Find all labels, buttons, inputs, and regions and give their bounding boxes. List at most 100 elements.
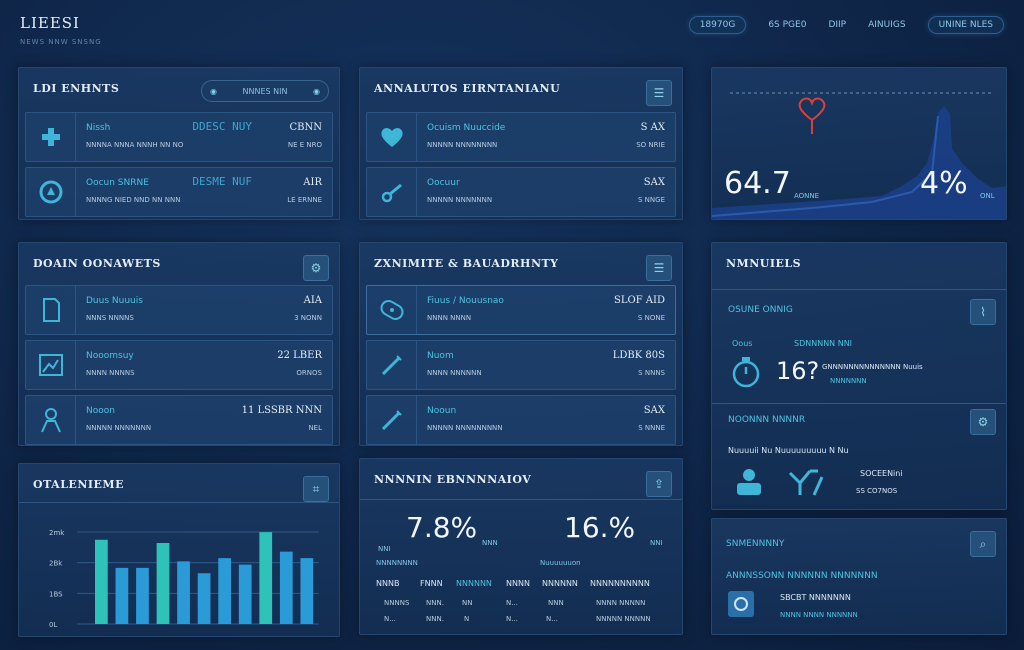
table-cell: NNNN NNNNN bbox=[596, 599, 646, 607]
item-value: LDBK 80S bbox=[612, 350, 665, 361]
top-bar: LIEESI NEWS NNW SNSNG 18970G 6S PGE0 DII… bbox=[0, 0, 1024, 60]
nav-link-2[interactable]: DIIP bbox=[828, 20, 847, 30]
right-metric-caption: ONL bbox=[980, 192, 995, 200]
section-action-button[interactable]: ⌇ bbox=[970, 299, 996, 325]
nav-pill-2[interactable]: UNINE NLES bbox=[927, 16, 1004, 34]
export-icon: ⇪ bbox=[653, 477, 665, 491]
list-item[interactable]: Oocun SNRNE NNNNG NIED NND NN NNN DESME … bbox=[25, 167, 333, 217]
chart-bar bbox=[218, 558, 232, 624]
table-cell: N... bbox=[506, 615, 518, 623]
list-item[interactable]: Nooomsuy NNNN NNNNS 22 LBER ORNOS bbox=[25, 340, 333, 390]
list-item[interactable]: Oocuur NNNNN NNNNNNN SAX S NNGE bbox=[366, 167, 676, 217]
list-item[interactable]: Nissh NNNNA NNNA NNNH NN NO DDESC NUY CB… bbox=[25, 112, 333, 162]
panel-title: ZXNIMITE & BAUADRHNTY bbox=[374, 257, 559, 270]
table-cell: N... bbox=[384, 615, 396, 623]
chart-bar bbox=[115, 567, 129, 624]
tool-icon bbox=[367, 168, 417, 216]
item-title: Nooomsuy bbox=[86, 351, 134, 361]
menu-icon: ☰ bbox=[653, 86, 665, 100]
panel-snmennnny: SNMENNNNY ⌕ ANNNSSONN NNNNNN NNNNNNN SBC… bbox=[711, 518, 1007, 635]
section-text: Nuuuuii Nu Nuuuuuuuuu N Nu bbox=[728, 446, 849, 455]
item-subtitle: NNNN NNNNS bbox=[86, 369, 135, 377]
panel-zxnimite: ZXNIMITE & BAUADRHNTY ☰ Fiuus / Nouusnao… bbox=[359, 242, 683, 446]
menu-button[interactable]: ☰ bbox=[646, 80, 672, 106]
item-subtitle: NNNNG NIED NND NN NNN bbox=[86, 196, 181, 204]
panel-title: DOAIN OONAWETS bbox=[33, 257, 161, 270]
box-icon bbox=[728, 591, 754, 617]
item-subvalue: S NNGE bbox=[638, 196, 665, 204]
item-subtitle: NNNS NNNNS bbox=[86, 314, 134, 322]
item-subvalue: ORNOS bbox=[296, 369, 322, 377]
item-value: SLOF AID bbox=[614, 295, 665, 306]
filter-icon: ⌗ bbox=[312, 481, 320, 496]
person-icon bbox=[26, 396, 76, 444]
nav-pill-1[interactable]: 18970G bbox=[688, 16, 747, 34]
search-button[interactable]: ⌕ bbox=[970, 531, 996, 557]
panel-nmnuiels: NMNUIELS OSUNE ONNIG ⌇ Oous SDNNNNN NNI … bbox=[711, 242, 1007, 510]
stat-value: SOCEENini bbox=[860, 469, 903, 478]
panel-action-button[interactable]: ⌗ bbox=[303, 476, 329, 502]
label-a: Oous bbox=[732, 339, 753, 348]
panel-chart: OTALENIEME ⌗ 2mk 2Bk 1BS 0L bbox=[18, 463, 340, 637]
panel-title: ANNALUTOS EIRNTANIANU bbox=[374, 82, 561, 95]
table-cell: N... bbox=[506, 599, 518, 607]
panel-subtitle: ANNNSSONN NNNNNN NNNNNNN bbox=[726, 571, 878, 581]
item-subtitle: NNNNN NNNNNNNN bbox=[427, 141, 498, 149]
summary-line-2: NNNN NNNN NNNNNN bbox=[780, 611, 858, 619]
panel-summary: NNNNIN EBNNNNAIOV ⇪ 7.8% NNN NNI NNNNNNN… bbox=[359, 458, 683, 635]
search-pill[interactable]: ◉ NNNES NIN ◉ bbox=[201, 80, 329, 102]
divider bbox=[712, 289, 1006, 290]
panel-action-button[interactable]: ⚙ bbox=[303, 255, 329, 281]
item-value: SAX bbox=[643, 177, 665, 188]
list-item[interactable]: Nooon NNNNN NNNNNNN 11 LSSBR NNN NEL bbox=[25, 395, 333, 445]
panel-title: NMNUIELS bbox=[726, 257, 802, 270]
table-cell: NNN bbox=[548, 599, 564, 607]
y-tick-label: 2Bk bbox=[49, 560, 63, 568]
nav-link-1[interactable]: 6S PGE0 bbox=[768, 20, 807, 30]
item-value: AIR bbox=[303, 177, 322, 188]
item-value: SAX bbox=[643, 405, 665, 416]
app-subtitle: NEWS NNW SNSNG bbox=[20, 38, 102, 46]
item-subtitle: NNNNA NNNA NNNH NN NO bbox=[86, 141, 184, 149]
item-subvalue: SO NRIE bbox=[636, 141, 665, 149]
item-title: Nooun bbox=[427, 406, 457, 416]
list-item[interactable]: Ocuism Nuuccide NNNNN NNNNNNNN S AX SO N… bbox=[366, 112, 676, 162]
label-b: SDNNNNN NNI bbox=[794, 339, 853, 348]
list-item[interactable]: Nooun NNNNN NNNNNNNNN SAX S NNNE bbox=[366, 395, 676, 445]
chart-bar bbox=[177, 561, 190, 624]
panel-title: OTALENIEME bbox=[33, 478, 124, 491]
item-subvalue: S NNNE bbox=[638, 424, 665, 432]
table-header: FNNN bbox=[420, 579, 443, 588]
chart-bar bbox=[136, 567, 149, 624]
app-title: LIEESI bbox=[20, 14, 80, 32]
bar-chart: 2mk 2Bk 1BS 0L bbox=[49, 529, 319, 629]
nav-link-3[interactable]: AINUIGS bbox=[868, 20, 906, 30]
y-tick-label: 0L bbox=[49, 621, 57, 629]
divider bbox=[19, 502, 339, 503]
heart-icon bbox=[367, 113, 417, 161]
gear-icon: ⚙ bbox=[310, 261, 322, 275]
table-header: NNNNNN bbox=[456, 579, 492, 588]
panel-vitals: 64.7 AONNE 4% ONL bbox=[711, 67, 1007, 220]
list-item[interactable]: Duus Nuuuis NNNS NNNNS AIA 3 NONN bbox=[25, 285, 333, 335]
left-caption: NNI bbox=[378, 545, 391, 553]
chart-bar bbox=[300, 558, 314, 624]
panel-action-button[interactable]: ⇪ bbox=[646, 471, 672, 497]
list-item[interactable]: Fiuus / Nouusnao NNNN NNNN SLOF AID S NO… bbox=[366, 285, 676, 335]
table-header: NNNB bbox=[376, 579, 400, 588]
top-nav: 18970G 6S PGE0 DIIP AINUIGS UNINE NLES bbox=[688, 16, 1004, 34]
list-item[interactable]: Nuom NNNN NNNNNN LDBK 80S S NNNS bbox=[366, 340, 676, 390]
item-subvalue: NEL bbox=[308, 424, 322, 432]
menu-button[interactable]: ☰ bbox=[646, 255, 672, 281]
section-action-button[interactable]: ⚙ bbox=[970, 409, 996, 435]
table-cell: NN bbox=[462, 599, 473, 607]
panel-annalutos: ANNALUTOS EIRNTANIANU ☰ Ocuism Nuuccide … bbox=[359, 67, 683, 220]
item-subtitle: NNNNN NNNNNNN bbox=[86, 424, 152, 432]
chart-bar bbox=[259, 532, 273, 624]
item-value: 11 LSSBR NNN bbox=[241, 405, 322, 416]
search-icon: ⌕ bbox=[979, 536, 987, 551]
chart-icon: ⌇ bbox=[980, 305, 986, 319]
panel-title: NNNNIN EBNNNNAIOV bbox=[374, 473, 532, 486]
table-cell: NNN. bbox=[426, 615, 444, 623]
right-percent: 16.% bbox=[564, 511, 636, 544]
